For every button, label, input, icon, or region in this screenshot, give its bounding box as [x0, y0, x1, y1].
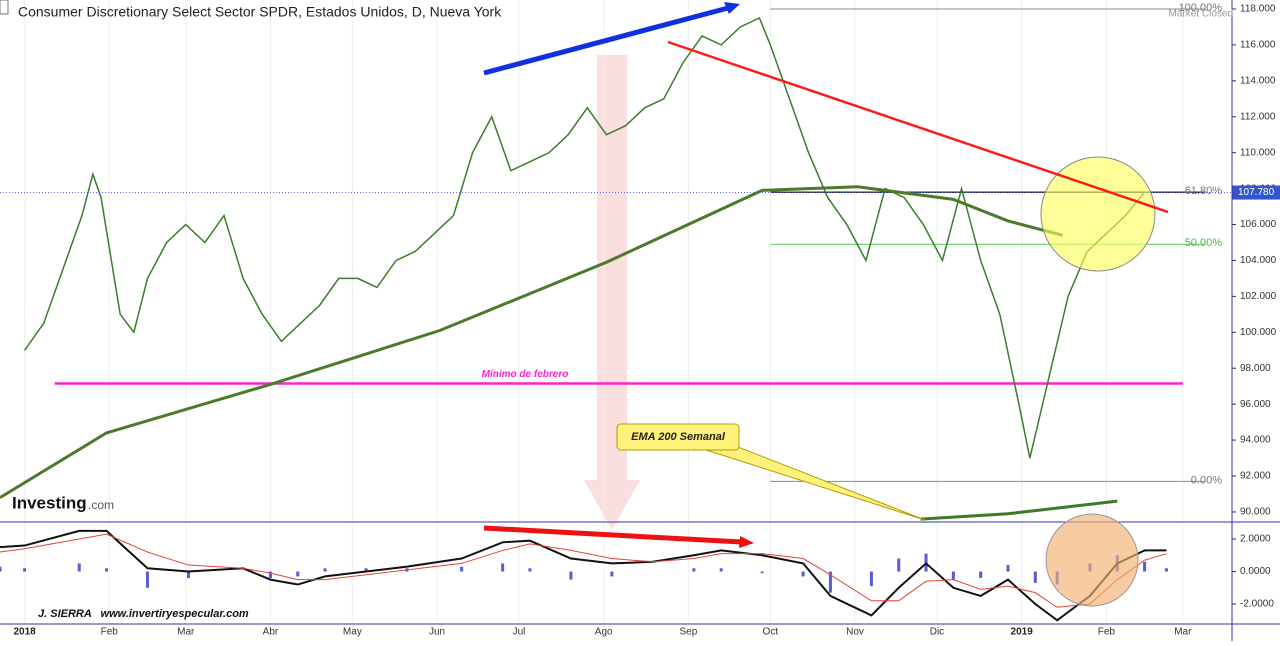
histogram-bar: [760, 571, 764, 574]
histogram-bar: [951, 571, 955, 580]
x-tick-label: Nov: [846, 627, 864, 638]
arrow-head: [724, 2, 740, 14]
y-tick-label: 100.000: [1240, 327, 1277, 338]
histogram-bar: [23, 568, 27, 572]
y-tick-label: 92.000: [1240, 471, 1271, 482]
histogram-bar: [296, 571, 300, 577]
histogram-bar: [1006, 565, 1010, 572]
chart-title: Consumer Discretionary Select Sector SPD…: [18, 4, 502, 20]
trend-arrow: [483, 525, 743, 545]
price-tag: [1232, 185, 1280, 200]
y-tick-label: 110.000: [1240, 147, 1276, 158]
y-tick-label: 112.000: [1240, 111, 1276, 122]
brand-suffix: .com: [88, 498, 114, 512]
histogram-bar: [828, 571, 832, 593]
x-tick-label: May: [343, 627, 362, 638]
trend-line: [667, 40, 1169, 214]
histogram-bar: [501, 563, 505, 572]
level-label: 61.80%: [1185, 185, 1223, 197]
credit: J. SIERRA www.invertiryespecular.com: [38, 608, 249, 620]
histogram-bar: [323, 568, 327, 572]
x-tick-label: Feb: [101, 627, 119, 638]
overlay: [483, 2, 1169, 607]
histogram-bar: [77, 563, 81, 572]
histogram-bar: [869, 571, 873, 587]
x-tick-label: Oct: [763, 627, 779, 638]
trend-arrow: [483, 5, 729, 76]
y-tick-label: 106.000: [1240, 219, 1277, 230]
histogram-bar: [897, 558, 901, 572]
price-line: [0, 185, 1064, 499]
support-label: Mínimo de febrero: [482, 369, 569, 380]
y-tick-label: 118.000: [1240, 4, 1276, 15]
brand: Investing: [12, 493, 87, 512]
x-tick-label: Jul: [513, 627, 526, 638]
histogram-bar: [1143, 561, 1147, 572]
histogram-bar: [146, 571, 150, 588]
y-tick-label: 90.000: [1240, 507, 1271, 518]
histogram-bar: [1033, 571, 1037, 583]
histogram-bar: [610, 571, 614, 577]
arrow-head: [739, 536, 754, 548]
y-tick-label: 0.0000: [1240, 566, 1271, 577]
y-tick-label: 94.000: [1240, 435, 1271, 446]
histogram-bar: [186, 571, 190, 579]
level-label: 0.00%: [1191, 474, 1222, 486]
callout-box: [616, 423, 740, 451]
y-tick-label: 96.000: [1240, 399, 1271, 410]
layer: [584, 55, 640, 530]
x-tick-label: 2019: [1011, 627, 1034, 638]
x-tick-label: Jun: [429, 627, 445, 638]
highlight-circle: [1045, 513, 1139, 607]
x-tick-label: Mar: [177, 627, 195, 638]
x-tick-label: Ago: [595, 627, 613, 638]
histogram-bar: [1164, 568, 1168, 572]
histogram-bar: [719, 568, 723, 572]
annotation: EMA 200 Semanal: [631, 431, 726, 443]
histogram-bar: [460, 566, 464, 572]
x-tick-label: Dic: [930, 627, 944, 638]
highlight-circle: [1040, 156, 1156, 272]
y-tick-label: 104.000: [1240, 255, 1277, 266]
y-tick-label: 114.000: [1240, 75, 1276, 86]
histogram-bar: [801, 571, 805, 577]
y-tick-label: 98.000: [1240, 363, 1271, 374]
x-tick-label: Mar: [1174, 627, 1192, 638]
histogram-bar: [979, 571, 983, 579]
y-tick-label: 2.0000: [1240, 534, 1271, 545]
y-tick-label: 116.000: [1240, 40, 1276, 51]
histogram-bar: [0, 566, 2, 572]
histogram-bar: [105, 568, 109, 572]
y-tick-label: -2.0000: [1240, 599, 1274, 610]
level-label: 50.00%: [1185, 237, 1223, 249]
histogram-bar: [364, 568, 368, 572]
x-tick-label: Sep: [679, 627, 697, 638]
price-tag-label: 107.780: [1238, 187, 1275, 198]
macd-line: [0, 533, 1167, 608]
x-tick-label: Abr: [263, 627, 279, 638]
histogram-bar: [569, 571, 573, 580]
level-label: 100.00%: [1179, 2, 1223, 14]
price-line: [920, 499, 1118, 521]
histogram-bar: [268, 571, 272, 579]
x-tick-label: 2018: [13, 627, 36, 638]
pink-arrow: [584, 55, 640, 530]
histogram-bar: [692, 568, 696, 572]
icon: [0, 0, 9, 15]
y-tick-label: 102.000: [1240, 291, 1277, 302]
status: Market Closed: [1169, 9, 1233, 20]
histogram-bar: [528, 568, 532, 572]
x-tick-label: Feb: [1098, 627, 1116, 638]
